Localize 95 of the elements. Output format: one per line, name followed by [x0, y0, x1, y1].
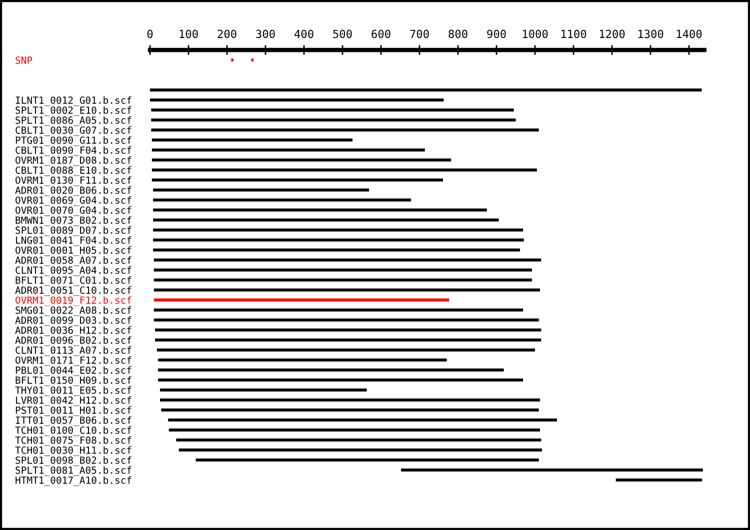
y-tick-label: OVRM1_0130_F11.b.scf — [16, 176, 132, 186]
y-tick-label: SPLT1_0081_A05.b.scf — [16, 466, 132, 476]
y-tick-label: BFLT1_0150_H09.b.scf — [16, 376, 132, 386]
y-tick-label: OVRM1_0171_F12.b.scf — [16, 356, 132, 366]
bar — [152, 158, 452, 162]
y-tick-label: OVR01_0070_G04.b.scf — [16, 206, 132, 216]
x-tick-label: 100 — [180, 30, 198, 38]
y-tick-label: THY01_0011_E05.b.scf — [15, 386, 132, 396]
bar — [153, 188, 370, 192]
y-tick-label: ADR01_0051_C10.b.scf — [15, 286, 132, 296]
x-tick-label: 400 — [294, 30, 314, 38]
x-tick-label: 1300 — [638, 30, 664, 38]
y-tick-label: OVRM1_0187_D08.b.scf — [16, 156, 132, 166]
bar — [154, 318, 539, 322]
y-tick-label: CLNT1_0113_A07.b.scf — [16, 346, 132, 356]
bar — [151, 128, 539, 132]
bar — [178, 448, 542, 452]
bar — [196, 458, 539, 462]
y-tick-label: OVR01_0069_G04.b.scf — [16, 196, 132, 206]
bar — [153, 238, 524, 242]
y-tick-label: SPL01_0098_B02.b.scf — [16, 456, 132, 466]
y-tick-label: BMWN1_0073_B02.b.scf — [16, 216, 132, 226]
bar — [153, 248, 520, 252]
y-tick-label: ILNT1_0012_G01.b.scf — [16, 96, 132, 106]
y-tick-label: ADR01_0020_B06.b.scf — [15, 186, 132, 196]
bar — [158, 368, 504, 372]
y-tick-label: BFLT1_0071_C01.b.scf — [16, 276, 132, 286]
bar — [168, 418, 557, 422]
x-tick-label: 200 — [218, 30, 236, 38]
bar — [153, 198, 412, 202]
y-tick-label: ADR01_0036_H12.b.scf — [15, 326, 132, 336]
x-tick-label: 800 — [448, 30, 468, 38]
bar — [176, 438, 542, 442]
bar — [168, 428, 540, 432]
y-tick-label: SPLT1_0002_E10.b.scf — [16, 106, 132, 116]
y-tick-label: CLNT1_0095_A04.b.scf — [16, 266, 132, 276]
y-tick-label: ADR01_0099_D03.b.scf — [15, 316, 132, 326]
bar — [616, 478, 702, 482]
bar — [151, 108, 514, 112]
bar — [160, 398, 540, 402]
y-tick-label: ITT01_0057_B06.b.scf — [16, 416, 132, 426]
bar — [151, 118, 516, 122]
y-tick-label: SPLT1_0086_A05.b.scf — [16, 116, 132, 126]
x-tick-label: 1000 — [522, 30, 548, 38]
y-tick-label: PBL01_0044_E02.b.scf — [16, 366, 132, 376]
bar — [401, 468, 703, 472]
x-tick-label: 1400 — [676, 30, 702, 38]
y-tick-label: HTMT1_0017_A10.b.scf — [16, 476, 132, 486]
y-tick-label: CBLT1_0030_G07.b.scf — [16, 126, 132, 136]
y-tick-label: TCH01_0030_H11.b.scf — [15, 446, 132, 456]
bar — [154, 268, 532, 272]
bar — [150, 88, 702, 92]
y-tick-label: OVRM1_0019_F12.b.scf — [16, 296, 132, 306]
y-tick-label: SPL01_0089_D07.b.scf — [16, 226, 132, 236]
bar — [153, 228, 524, 232]
y-tick-label: CBLT1_0090_F04.b.scf — [16, 146, 132, 156]
bar — [153, 218, 499, 222]
y-tick-label: ADR01_0096_B02.b.scf — [15, 336, 132, 346]
bar — [155, 328, 542, 332]
x-tick-label: 1100 — [561, 30, 586, 38]
x-tick-label: 0 — [147, 30, 153, 38]
bar — [150, 98, 444, 102]
x-tick-label: 900 — [487, 30, 506, 38]
y-tick-label: PST01_0011_H01.b.scf — [16, 406, 132, 416]
bar — [154, 258, 542, 262]
bar — [154, 308, 524, 312]
bar — [152, 148, 425, 152]
y-tick-label: TCH01_0100_C10.b.scf — [15, 426, 132, 436]
bar — [158, 378, 524, 382]
bar — [155, 338, 542, 342]
x-tick-label: 500 — [333, 30, 352, 38]
y-tick-label: PTG01_0090_G11.b.scf — [16, 136, 132, 146]
y-tick-label: LVR01_0042_H12.b.scf — [16, 396, 132, 406]
bar — [231, 58, 234, 62]
bar — [153, 208, 487, 212]
y-tick-label: SMG01_0022_A08.b.scf — [16, 306, 132, 316]
bar — [154, 288, 540, 292]
x-tick-label: 1200 — [600, 30, 625, 38]
bar — [160, 388, 367, 392]
bar — [161, 408, 539, 412]
bar — [158, 358, 447, 362]
y-tick-label: LNG01_0041_F04.b.scf — [16, 236, 132, 246]
y-tick-label: TCH01_0075_F08.b.scf — [15, 436, 132, 446]
y-tick-label: CBLT1_0088_E10.b.scf — [16, 166, 132, 176]
y-tick-label: SNP — [16, 56, 32, 64]
x-tick-label: 700 — [410, 30, 429, 38]
bar — [152, 138, 353, 142]
bar — [154, 278, 532, 282]
y-tick-label: OVR01_0001_H05.b.scf — [16, 246, 132, 256]
bar — [156, 348, 535, 352]
x-tick-label: 600 — [372, 30, 390, 38]
bar — [152, 168, 537, 172]
x-tick-label: 300 — [256, 30, 275, 38]
bar — [152, 178, 443, 182]
y-tick-label: ADR01_0058_A07.b.scf — [15, 256, 132, 266]
